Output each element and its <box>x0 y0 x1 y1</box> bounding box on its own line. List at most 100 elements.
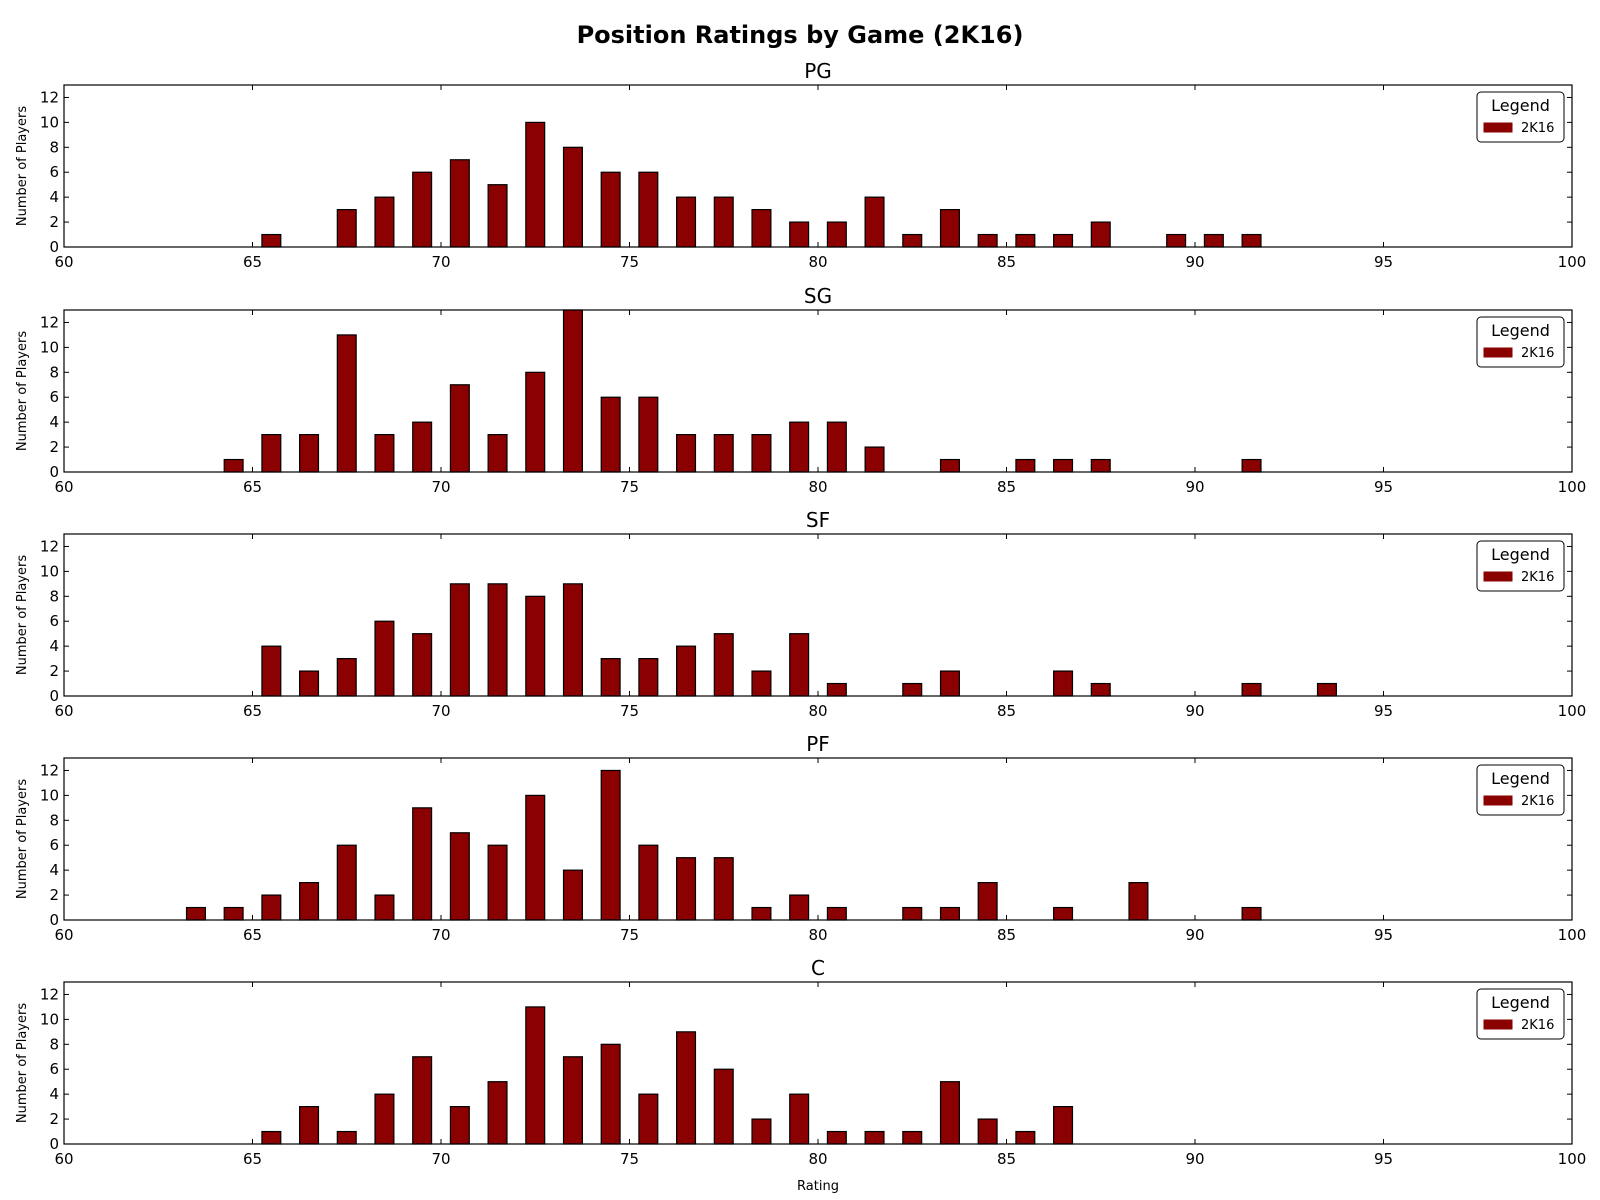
bar <box>412 633 433 697</box>
bar <box>449 384 470 473</box>
y-axis-label: Number of Players <box>15 555 30 675</box>
bar <box>977 882 998 921</box>
bar <box>1053 233 1074 248</box>
legend-entry-label: 2K16 <box>1521 794 1554 809</box>
bar <box>562 309 583 473</box>
bar <box>336 844 357 921</box>
x-tick-label: 60 <box>54 478 73 496</box>
bar <box>638 1093 659 1145</box>
subplot-title-sf: SF <box>806 508 830 532</box>
subplot-title-pg: PG <box>804 59 832 83</box>
bar <box>864 196 885 248</box>
bar <box>1015 233 1036 248</box>
y-tick-label: 12 <box>40 761 59 779</box>
y-tick-label: 4 <box>49 861 59 879</box>
x-tick-label: 70 <box>431 702 450 720</box>
x-tick-label: 70 <box>431 478 450 496</box>
y-tick-label: 4 <box>49 188 59 206</box>
x-tick-label: 65 <box>243 926 262 944</box>
legend-entry-label: 2K16 <box>1521 1018 1554 1033</box>
bar <box>789 221 810 248</box>
legend-entry-label: 2K16 <box>1521 570 1554 585</box>
bar <box>1053 1106 1074 1145</box>
x-tick-label: 60 <box>54 702 73 720</box>
bar <box>864 446 885 473</box>
bar <box>1241 906 1262 921</box>
legend-title: Legend <box>1491 545 1550 564</box>
bar <box>261 1130 282 1145</box>
x-tick-label: 70 <box>431 926 450 944</box>
bar <box>336 1130 357 1145</box>
y-tick-label: 10 <box>40 562 59 580</box>
bar <box>412 807 433 921</box>
bar <box>1241 233 1262 248</box>
bar <box>449 1106 470 1145</box>
bar <box>939 458 960 473</box>
y-tick-label: 6 <box>49 612 59 630</box>
x-tick-label: 60 <box>54 1150 73 1168</box>
bar <box>487 583 508 697</box>
bar <box>789 421 810 473</box>
y-tick-label: 4 <box>49 637 59 655</box>
y-tick-label: 2 <box>49 886 59 904</box>
bar <box>939 670 960 697</box>
bar <box>902 682 923 697</box>
x-tick-label: 75 <box>620 1150 639 1168</box>
bar <box>336 658 357 697</box>
x-tick-label: 100 <box>1558 926 1587 944</box>
bar <box>751 434 772 473</box>
y-tick-label: 6 <box>49 163 59 181</box>
x-tick-label: 100 <box>1558 702 1587 720</box>
y-tick-label: 6 <box>49 388 59 406</box>
bar <box>977 1118 998 1145</box>
bar <box>713 1068 734 1145</box>
bar <box>826 682 847 697</box>
bar <box>562 146 583 248</box>
subplot-pg: PG 60 65 70 75 80 85 90 95 100 0 2 4 6 8 10 12 Number of … <box>15 59 1586 271</box>
y-axis-label: Number of Players <box>15 1003 30 1123</box>
bar <box>525 121 546 248</box>
bar <box>713 434 734 473</box>
bar <box>374 894 395 921</box>
bar <box>1128 882 1149 921</box>
bar <box>487 184 508 248</box>
x-tick-label: 85 <box>997 702 1016 720</box>
y-axis-label: Number of Players <box>15 331 30 451</box>
bar <box>600 1043 621 1145</box>
bar <box>223 458 244 473</box>
y-axis-label: Number of Players <box>15 779 30 899</box>
y-tick-label: 10 <box>40 786 59 804</box>
bar <box>374 620 395 697</box>
subplot-pf: PF 60 65 70 75 80 85 90 95 100 0 2 4 6 8 10 12 Number of … <box>15 732 1586 944</box>
bar <box>638 171 659 248</box>
y-tick-label: 10 <box>40 113 59 131</box>
bar <box>902 233 923 248</box>
y-tick-label: 6 <box>49 1060 59 1078</box>
bar <box>789 1093 810 1145</box>
bar <box>902 906 923 921</box>
legend-entry-label: 2K16 <box>1521 346 1554 361</box>
bar <box>562 583 583 697</box>
x-tick-label: 80 <box>808 1150 827 1168</box>
bar <box>562 869 583 921</box>
bar <box>487 844 508 921</box>
bar <box>1053 458 1074 473</box>
bar <box>1015 458 1036 473</box>
bar <box>299 434 320 473</box>
y-tick-label: 8 <box>49 138 59 156</box>
subplot-panels: PG 60 65 70 75 80 85 90 95 100 0 2 4 6 8 10 12 Number of … <box>15 59 1586 1168</box>
bar <box>638 658 659 697</box>
bar <box>1053 906 1074 921</box>
bar <box>600 769 621 921</box>
subplot-title-c: C <box>811 956 825 980</box>
x-tick-label: 95 <box>1374 1150 1393 1168</box>
bar <box>600 396 621 473</box>
y-tick-label: 0 <box>49 911 59 929</box>
bar <box>374 196 395 248</box>
bar <box>713 633 734 697</box>
x-tick-label: 90 <box>1185 926 1204 944</box>
x-axis-label: Rating <box>797 1179 839 1194</box>
bar <box>1316 682 1337 697</box>
bar <box>412 171 433 248</box>
bar <box>449 583 470 697</box>
